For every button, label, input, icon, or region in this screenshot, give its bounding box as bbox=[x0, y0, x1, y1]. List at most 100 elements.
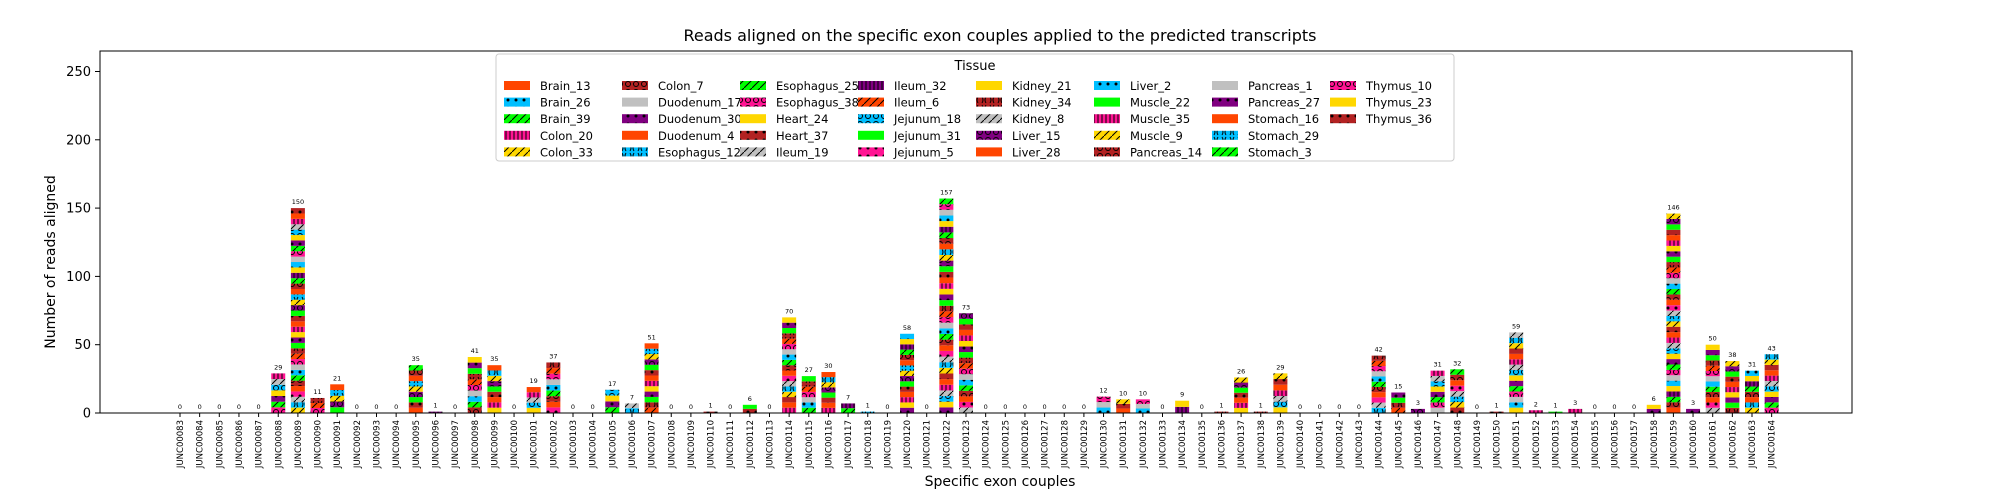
bar-segment bbox=[271, 384, 286, 391]
x-tick-label: JUNC00151 bbox=[1512, 420, 1522, 469]
bar-segment bbox=[1725, 381, 1740, 388]
bar-total-label: 0 bbox=[1632, 403, 1636, 411]
bar-segment bbox=[900, 354, 915, 361]
x-tick-label: JUNC00099 bbox=[490, 420, 500, 469]
bar-segment bbox=[1745, 402, 1759, 408]
bar-total-label: 35 bbox=[412, 355, 420, 363]
bar-segment bbox=[1273, 379, 1288, 385]
bar-stack-JUNC00163: 31 bbox=[1745, 361, 1759, 413]
bar-segment bbox=[939, 294, 954, 301]
bar-segment bbox=[487, 402, 502, 408]
bar-segment bbox=[1764, 364, 1779, 371]
bar-segment bbox=[782, 381, 797, 387]
bar-stack-JUNC00127: 0 bbox=[1043, 403, 1047, 411]
legend-swatch bbox=[740, 97, 766, 107]
y-axis: 0 50 100 150 200 250 bbox=[66, 65, 100, 422]
bar-segment bbox=[624, 408, 639, 413]
x-tick-label: JUNC00086 bbox=[235, 420, 245, 469]
x-tick-label: JUNC00141 bbox=[1316, 420, 1326, 469]
bar-total-label: 1 bbox=[1219, 402, 1223, 410]
bar-stack-JUNC00130: 12 bbox=[1096, 387, 1111, 413]
bar-segment bbox=[801, 386, 816, 392]
bar-segment bbox=[1666, 402, 1681, 408]
bar-segment bbox=[1371, 402, 1386, 408]
legend-label: Ileum_19 bbox=[776, 145, 829, 159]
bar-segment bbox=[1273, 373, 1288, 380]
bar-segment bbox=[801, 376, 816, 382]
x-tick-label: JUNC00153 bbox=[1552, 420, 1562, 469]
legend-item-Heart_24: Heart_24 bbox=[740, 112, 828, 126]
bar-stack-JUNC00137: 26 bbox=[1234, 367, 1249, 413]
bar-total-label: 1 bbox=[1494, 402, 1498, 410]
x-tick-label: JUNC00085 bbox=[215, 420, 225, 469]
bar-segment bbox=[546, 390, 561, 397]
x-tick-label: JUNC00125 bbox=[1001, 420, 1011, 469]
bar-segment bbox=[271, 390, 286, 397]
bar-segment bbox=[1745, 375, 1759, 382]
x-tick-label: JUNC00142 bbox=[1335, 420, 1345, 469]
bar-total-label: 0 bbox=[1062, 403, 1066, 411]
bar-segment bbox=[782, 397, 797, 403]
bar-stack-JUNC00160: 3 bbox=[1686, 399, 1701, 413]
y-tick-label: 200 bbox=[66, 133, 91, 148]
bar-total-label: 0 bbox=[571, 403, 575, 411]
bar-segment bbox=[1705, 391, 1720, 398]
bar-stack-JUNC00086: 0 bbox=[237, 403, 241, 411]
bar-segment bbox=[546, 368, 561, 374]
bar-segment bbox=[1666, 262, 1681, 268]
x-tick-label: JUNC00100 bbox=[510, 420, 520, 469]
bar-segment bbox=[290, 299, 305, 306]
bar-segment bbox=[1273, 384, 1288, 391]
bar-segment bbox=[959, 407, 973, 413]
bar-segment bbox=[1705, 397, 1720, 403]
bar-segment bbox=[1666, 299, 1681, 306]
legend-item-Colon_7: Colon_7 bbox=[622, 79, 704, 93]
legend-label: Muscle_22 bbox=[1130, 96, 1190, 110]
bar-segment bbox=[290, 262, 305, 268]
x-tick-label: JUNC00092 bbox=[353, 420, 363, 469]
legend-label: Esophagus_38 bbox=[776, 96, 859, 110]
x-tick-label: JUNC00163 bbox=[1748, 420, 1758, 469]
bar-segment bbox=[1666, 326, 1681, 333]
bar-stack-JUNC00159: 146 bbox=[1666, 204, 1681, 413]
x-tick-label: JUNC00157 bbox=[1630, 420, 1640, 469]
bar-total-label: 9 bbox=[1180, 391, 1184, 399]
legend-item-Jejunum_5: Jejunum_5 bbox=[858, 145, 954, 159]
bar-stack-JUNC00085: 0 bbox=[217, 403, 221, 411]
legend-label: Ileum_32 bbox=[894, 79, 947, 93]
bar-stack-JUNC00128: 0 bbox=[1062, 403, 1066, 411]
bar-stack-JUNC00156: 0 bbox=[1612, 403, 1616, 411]
legend-item-Esophagus_38: Esophagus_38 bbox=[740, 96, 859, 110]
bar-segment bbox=[959, 340, 973, 347]
bar-segment bbox=[624, 403, 639, 409]
bar-stack-JUNC00089: 150 bbox=[290, 198, 305, 413]
legend-swatch bbox=[976, 130, 1002, 140]
bar-segment bbox=[900, 333, 915, 340]
bar-segment bbox=[290, 375, 305, 381]
bar-segment bbox=[290, 380, 305, 387]
bar-segment bbox=[605, 395, 620, 402]
bar-total-label: 35 bbox=[490, 355, 498, 363]
legend: Tissue Brain_13 Brain_26 Brain_39 Colon_20 Co… bbox=[495, 53, 1455, 162]
bar-total-label: 0 bbox=[355, 403, 359, 411]
x-tick-label: JUNC00145 bbox=[1394, 420, 1404, 469]
legend-swatch bbox=[1212, 114, 1238, 124]
bar-total-label: 0 bbox=[1043, 403, 1047, 411]
legend-item-Ileum_19: Ileum_19 bbox=[740, 145, 829, 159]
bar-segment bbox=[271, 396, 286, 402]
bar-segment bbox=[290, 305, 305, 311]
legend-swatch bbox=[740, 147, 766, 157]
bar-segment bbox=[644, 348, 659, 355]
legend-swatch bbox=[622, 147, 648, 157]
bar-segment bbox=[782, 317, 797, 323]
bar-segment bbox=[1764, 370, 1779, 376]
bar-stack-JUNC00123: 73 bbox=[959, 303, 973, 413]
bar-segment bbox=[1371, 407, 1386, 413]
bar-segment bbox=[290, 251, 305, 257]
legend-swatch bbox=[976, 81, 1002, 90]
bar-stack-JUNC00094: 0 bbox=[394, 403, 398, 411]
legend-label: Kidney_8 bbox=[1012, 112, 1064, 126]
bar-stack-JUNC00102: 37 bbox=[546, 352, 561, 413]
bar-segment bbox=[959, 401, 973, 408]
bar-segment bbox=[939, 260, 954, 267]
